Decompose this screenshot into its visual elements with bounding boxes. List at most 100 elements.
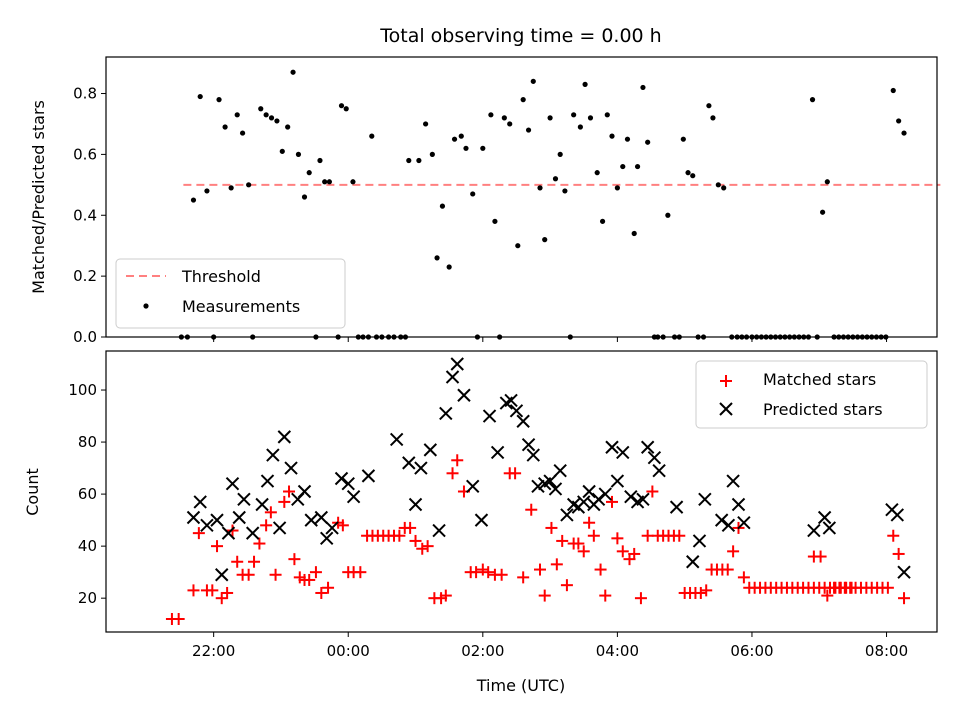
matched-star-point (439, 589, 452, 602)
measurement-point (715, 182, 721, 188)
top-axes-frame (105, 56, 938, 338)
predicted-star-point (817, 510, 832, 525)
top-y-tick-label: 0.2 (73, 267, 97, 285)
legend-matched-swatch (720, 375, 732, 387)
matched-star-point (694, 586, 707, 599)
predicted-star-point (686, 555, 700, 569)
matched-star-point (599, 589, 612, 602)
predicted-star-point (526, 448, 540, 462)
measurement-point (685, 170, 691, 176)
matched-star-point (192, 527, 205, 540)
measurement-point (562, 188, 568, 194)
matched-points (165, 454, 911, 625)
measurement-point (258, 106, 264, 112)
measurement-point (680, 136, 686, 142)
measurement-point (547, 115, 553, 121)
matched-star-point (641, 529, 654, 542)
measurement-point (530, 78, 536, 84)
matched-star-point (303, 573, 316, 586)
predicted-star-point (624, 489, 638, 504)
matched-star-point (211, 540, 224, 553)
matched-star-point (509, 467, 522, 480)
predicted-star-point (245, 526, 260, 540)
measurement-point (582, 81, 588, 87)
matched-star-point (727, 545, 740, 558)
measurement-point (222, 124, 228, 130)
matched-star-point (887, 529, 900, 542)
measurement-point (228, 185, 234, 191)
measurement-point (416, 157, 422, 164)
predicted-star-point (341, 476, 355, 491)
measurement-point (369, 133, 375, 139)
bottom-y-ticks: 20 40 60 80 100 (68, 381, 106, 607)
predicted-star-point (474, 513, 489, 527)
matched-star-point (673, 529, 686, 542)
matched-star-point (288, 553, 301, 566)
measurement-point (587, 115, 594, 121)
measurement-point (710, 115, 716, 121)
matched-star-point (628, 547, 641, 560)
matched-star-point (495, 568, 508, 581)
predicted-star-point (193, 495, 207, 509)
matched-star-point (354, 566, 367, 579)
predicted-star-point (432, 523, 446, 538)
bottom-axes-frame (105, 350, 938, 633)
measurement-point (406, 157, 412, 164)
predicted-star-point (314, 510, 329, 525)
measurement-point (322, 179, 328, 185)
measurement-point (423, 121, 429, 127)
measurement-point (439, 203, 446, 209)
legend-matched-label: Matched stars (763, 370, 876, 389)
matched-star-point (892, 547, 905, 560)
bottom-legend: Matched stars Predicted stars (695, 360, 928, 429)
matched-star-point (226, 524, 239, 537)
matched-star-point (172, 612, 185, 625)
predicted-star-point (636, 492, 650, 507)
predicted-star-point (482, 409, 497, 423)
predicted-star-point (319, 531, 334, 546)
measurement-point (263, 112, 269, 118)
predicted-star-point (210, 513, 224, 527)
predicted-star-point (215, 568, 229, 582)
predicted-star-point (504, 393, 518, 408)
matched-star-point (700, 584, 713, 597)
bottom-y-tick-label: 100 (68, 381, 97, 399)
predicted-star-point (582, 484, 596, 499)
matched-star-point (560, 579, 573, 592)
matched-star-point (206, 584, 219, 597)
predicted-star-point (521, 437, 536, 452)
matched-star-point (242, 568, 255, 581)
predicted-star-point (714, 513, 729, 527)
matched-star-point (187, 584, 200, 597)
bottom-x-tick-label: 22:00 (192, 642, 235, 660)
predicted-star-point (389, 432, 404, 447)
matched-star-point (336, 519, 349, 532)
measurement-point (301, 194, 308, 200)
predicted-star-point (221, 526, 236, 540)
measurement-point (525, 127, 532, 133)
legend-measurement-label: Measurements (182, 297, 300, 316)
predicted-star-point (186, 510, 201, 525)
matched-star-point (315, 586, 328, 599)
measurement-point (631, 230, 637, 237)
measurement-point (614, 185, 620, 191)
measurement-point (820, 209, 826, 215)
predicted-star-point (304, 513, 318, 527)
predicted-star-point (439, 406, 453, 421)
measurement-point (451, 136, 458, 142)
matched-star-point (572, 537, 585, 550)
matched-star-point (881, 581, 894, 594)
measurement-point (463, 145, 469, 151)
measurement-point (429, 151, 435, 157)
predicted-star-point (516, 414, 530, 428)
predicted-star-point (726, 474, 740, 488)
predicted-star-point (225, 476, 240, 491)
measurement-point (434, 255, 440, 261)
matched-star-point (587, 529, 600, 542)
measurement-point (690, 173, 696, 179)
matched-star-point (260, 519, 273, 532)
matched-star-point (215, 592, 228, 605)
matched-star-point (416, 542, 429, 555)
matched-star-point (409, 534, 422, 547)
measurement-point (216, 97, 222, 103)
